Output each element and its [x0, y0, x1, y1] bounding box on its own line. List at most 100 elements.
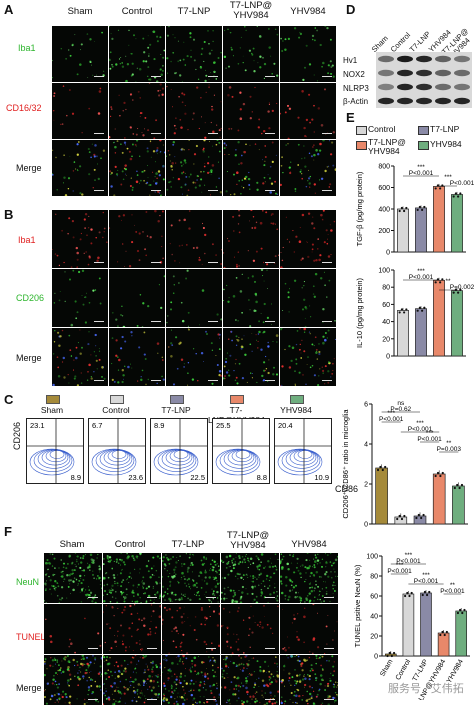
data-point — [434, 281, 437, 284]
data-point — [418, 306, 421, 309]
y-tick-label: 200 — [378, 228, 390, 235]
flow-contour — [215, 448, 261, 476]
data-point — [406, 591, 409, 595]
legend-label-t7yhv: T7-LNP@ YHV984 — [368, 137, 406, 156]
data-point — [403, 514, 406, 518]
a-image-r3-c4 — [223, 140, 279, 196]
data-point — [388, 651, 391, 655]
b-image-r1-c1 — [52, 210, 108, 268]
scale-bar — [151, 379, 161, 381]
col-header-t7lnp: T7-LNP — [177, 6, 211, 17]
y-axis-label: TUNEL psitive NeuN (%) — [353, 564, 362, 647]
band-nlrp3 — [435, 83, 451, 91]
bar-2 — [402, 593, 415, 657]
significance-stars: *** — [422, 572, 430, 579]
f-image-r1-c5 — [280, 553, 338, 603]
scale-bar — [147, 698, 157, 700]
flow-quadrant-lower-right: 23.6 — [128, 473, 143, 482]
data-point — [459, 192, 462, 195]
band-nlrp3 — [378, 83, 394, 91]
bar-3 — [420, 592, 432, 657]
flow-contour — [49, 450, 65, 459]
bar-2 — [415, 207, 427, 253]
f-image-r1-c3 — [162, 553, 220, 603]
panel-label-a: A — [4, 2, 14, 17]
a-image-r2-c2 — [109, 83, 165, 139]
data-point — [421, 208, 424, 212]
flow-quadrant-lower-right: 8.8 — [257, 473, 267, 482]
band-hv1 — [435, 55, 451, 63]
y-tick-label: 0 — [364, 522, 368, 529]
significance-stars: *** — [444, 174, 452, 181]
data-point — [456, 611, 460, 615]
scale-bar — [265, 75, 275, 77]
b-image-r1-c3 — [166, 210, 222, 268]
f-image-r3-c4 — [221, 655, 279, 705]
scale-bar — [208, 261, 218, 263]
flow-quadrant-lower-right: 22.5 — [190, 473, 205, 482]
scale-bar — [265, 189, 275, 191]
bar-4 — [451, 290, 463, 357]
flow-plot: 23.1 8.9 — [26, 418, 84, 484]
data-point — [441, 471, 444, 475]
scale-bar — [208, 189, 218, 191]
significance-p: P<0.001 — [396, 558, 421, 565]
row-label-cd1632: CD16/32 — [6, 103, 42, 113]
panel-label-b: B — [4, 207, 14, 222]
y-tick-label: 4 — [364, 442, 368, 449]
f-image-r1-c2 — [103, 553, 161, 603]
flow-xlabel: CD86 — [335, 484, 359, 494]
data-point — [439, 187, 442, 190]
bar-3 — [433, 186, 445, 253]
data-point — [418, 205, 421, 209]
data-point — [386, 654, 389, 658]
data-point — [381, 468, 384, 472]
b-image-r3-c4 — [223, 328, 279, 386]
scale-bar — [208, 320, 218, 322]
band-nox2 — [435, 69, 451, 77]
significance-stars: *** — [405, 552, 413, 559]
significance-stars: ns — [397, 400, 405, 407]
data-point — [415, 516, 418, 520]
scale-bar — [94, 75, 104, 77]
bar-5 — [455, 610, 468, 657]
flow-contour — [99, 449, 133, 469]
f-image-r3-c5 — [280, 655, 338, 705]
data-point — [376, 468, 380, 472]
data-point — [436, 184, 439, 187]
data-point — [436, 471, 440, 475]
scale-bar — [151, 75, 161, 77]
row-label-iba1-a: Iba1 — [18, 43, 36, 53]
significance-stars: *** — [387, 410, 395, 417]
f-image-r2-c2 — [103, 604, 161, 654]
f-image-r3-c2 — [103, 655, 161, 705]
f-image-r1-c4 — [221, 553, 279, 603]
flow-contour — [219, 448, 259, 472]
scale-bar — [151, 189, 161, 191]
flow-contour — [297, 450, 313, 459]
y-tick-label: 40 — [382, 319, 390, 326]
flow-plot-frame — [274, 418, 332, 484]
legend-label-yhv: YHV984 — [430, 139, 462, 149]
scale-bar — [206, 698, 216, 700]
bar-5 — [452, 485, 465, 525]
a-image-r2-c1 — [52, 83, 108, 139]
scale-bar — [265, 379, 275, 381]
col-header-sham: Sham — [67, 6, 93, 17]
flow-contour — [223, 449, 257, 469]
scale-bar — [322, 189, 332, 191]
band-bactin — [397, 97, 413, 105]
y-tick-label: 80 — [382, 285, 390, 292]
y-axis-label: CD206⁺/CD86⁺ ratio in microglia — [341, 409, 350, 519]
f-image-r1-c1 — [44, 553, 102, 603]
scale-bar — [94, 261, 104, 263]
watermark: 服务号 · 艾伟拓 — [388, 683, 464, 695]
scale-bar — [322, 261, 332, 263]
flow-contour — [281, 448, 321, 472]
data-point — [456, 483, 459, 487]
chart-il10: 0 20 40 60 80 100 IL-10 (pg/mg protein) ***P<0.… — [355, 268, 474, 361]
panel-label-f: F — [4, 524, 12, 539]
scale-bar — [265, 647, 275, 649]
data-point — [453, 486, 456, 490]
panel-label-c: C — [4, 392, 14, 407]
